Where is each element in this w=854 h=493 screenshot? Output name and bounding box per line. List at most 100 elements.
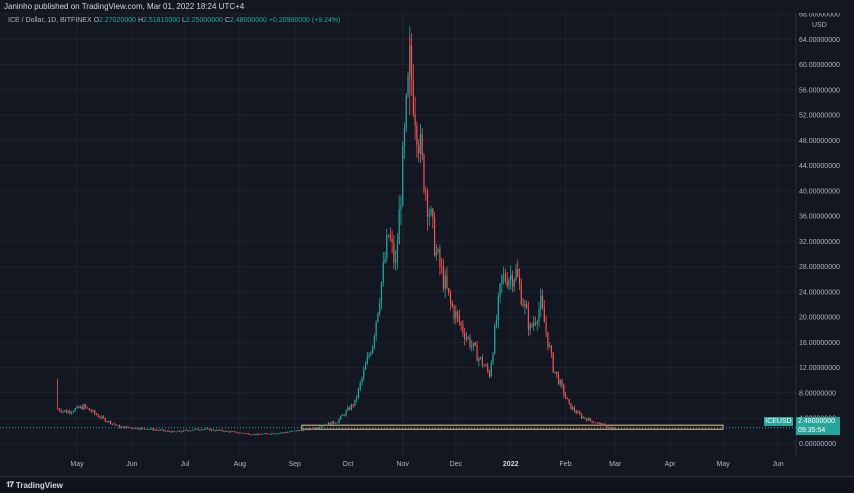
candle-body	[593, 422, 595, 424]
candle-body	[433, 217, 436, 256]
x-tick-label: Jun	[126, 461, 137, 468]
change-value: +0.20980000 (+9.24%)	[268, 17, 341, 24]
candle-body	[310, 428, 312, 430]
x-tick-label: Apr	[665, 461, 677, 468]
candle-body	[113, 423, 115, 425]
candle-body	[253, 434, 255, 435]
candle-body	[526, 303, 528, 309]
candle-body	[488, 370, 491, 377]
candle-body	[462, 324, 464, 334]
candle-body	[101, 416, 103, 418]
candle-body	[251, 434, 253, 436]
candle-body	[441, 266, 443, 268]
candle-body	[267, 433, 269, 435]
price-axis[interactable]: 0.000000004.000000008.0000000012.0000000…	[799, 12, 840, 448]
candle-body	[164, 430, 167, 432]
x-tick-label: Dec	[450, 461, 463, 468]
candle-body	[354, 399, 356, 406]
candle-body	[524, 303, 526, 307]
support-zone[interactable]	[301, 424, 724, 430]
candle-body	[127, 426, 129, 428]
candle-body	[478, 358, 480, 362]
candle-body	[279, 432, 282, 434]
candle-body	[302, 429, 305, 431]
y-tick-label: 20.00000000	[799, 315, 840, 322]
candle-body	[148, 429, 151, 430]
x-tick-label: Oct	[342, 461, 353, 468]
candle-body	[495, 320, 498, 327]
candle-body	[246, 433, 248, 435]
candle-body	[331, 421, 333, 425]
candle-body	[400, 205, 402, 210]
candle-body	[568, 399, 570, 404]
candle-body	[97, 414, 99, 417]
candle-body	[104, 418, 106, 422]
candle-body	[290, 430, 292, 432]
candle-body	[63, 410, 66, 412]
candle-body	[168, 430, 170, 432]
candle-body	[343, 414, 345, 416]
candle-body	[249, 434, 252, 436]
candle-body	[543, 307, 545, 323]
candle-body	[221, 429, 223, 432]
candle-body	[129, 427, 131, 429]
candle-body	[476, 345, 478, 362]
candle-body	[511, 274, 514, 287]
candle-body	[301, 430, 303, 432]
candle-body	[271, 433, 273, 435]
candle-body	[207, 428, 209, 430]
candle-body	[198, 429, 200, 431]
candle-body	[614, 427, 616, 429]
candle-body	[352, 404, 354, 406]
candle-body	[175, 431, 177, 433]
candle-body	[341, 414, 344, 416]
symbol-description[interactable]: ICE / Dollar, 1D, BITFINEX	[8, 17, 92, 24]
candle-body	[368, 354, 370, 357]
candle-body	[262, 433, 264, 435]
candle-body	[171, 430, 174, 433]
bar-countdown: 09:35:54	[798, 427, 826, 434]
candle-body	[541, 295, 544, 308]
candle-body	[157, 429, 160, 431]
time-axis[interactable]: May Jun Jul Aug Sep Oct Nov Dec 2022 Feb Mar Apr May…	[70, 461, 783, 468]
candle-body	[587, 418, 590, 421]
horizontal-level-line[interactable]	[0, 424, 796, 430]
candle-body	[382, 262, 384, 283]
x-tick-label: Mar	[609, 461, 622, 468]
candle-body	[602, 423, 604, 426]
candle-body	[150, 428, 152, 430]
candle-body	[170, 431, 172, 433]
candle-body	[336, 422, 338, 424]
tradingview-brand[interactable]: 𝟏𝟕 TradingView	[6, 480, 63, 490]
candle-body	[437, 249, 439, 252]
brand-name: TradingView	[15, 480, 63, 490]
candle-body	[324, 425, 326, 426]
candle-body	[455, 311, 457, 319]
x-tick-label: May	[717, 461, 731, 468]
candle-body	[412, 80, 414, 114]
candle-body	[416, 125, 418, 146]
candle-body	[87, 407, 89, 409]
y-tick-label: 0.00000000	[799, 441, 836, 448]
candle-body	[69, 411, 71, 413]
candle-body	[67, 411, 69, 414]
candle-body	[200, 429, 202, 431]
candle-body	[90, 410, 92, 412]
candle-body	[363, 369, 365, 378]
y-tick-label: 60.00000000	[799, 62, 840, 69]
candle-body	[226, 430, 229, 432]
candle-body	[442, 266, 445, 289]
high-value: 2.51810000	[143, 17, 181, 24]
candle-body	[177, 430, 179, 432]
candle-body	[384, 258, 386, 263]
x-tick-label: Nov	[396, 461, 409, 468]
candle-body	[202, 429, 204, 431]
candle-body	[308, 428, 310, 430]
candle-body	[205, 428, 207, 430]
y-tick-label: 48.00000000	[799, 138, 840, 145]
candle-body	[609, 427, 611, 429]
candle-body	[577, 411, 579, 414]
candle-body	[531, 324, 533, 327]
y-tick-label: 28.00000000	[799, 264, 840, 271]
